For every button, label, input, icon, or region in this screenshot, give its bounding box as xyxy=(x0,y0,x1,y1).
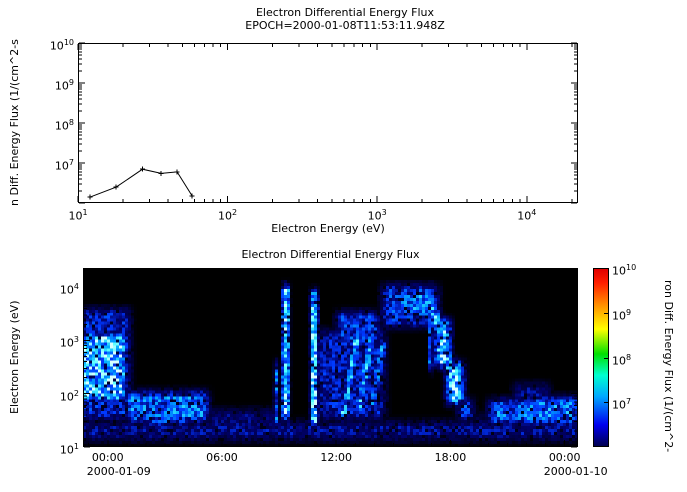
bottom-chart-title: Electron Differential Energy Flux xyxy=(241,248,420,261)
bottom-chart-y-axis-label: Electron Energy (eV) xyxy=(8,300,21,415)
colorbar-tick-label: 107 xyxy=(612,397,632,412)
colorbar-tick xyxy=(604,402,608,404)
top-chart-x-axis-label: Electron Energy (eV) xyxy=(271,222,385,235)
top-chart-title: Electron Differential Energy Flux xyxy=(255,6,435,19)
top-y-tick-label: 109 xyxy=(54,78,74,93)
top-chart-subtitle: EPOCH=2000-01-08T11:53:11.948Z xyxy=(245,19,445,32)
time-tick-label: 06:00 xyxy=(206,451,238,464)
top-x-tick-label: 101 xyxy=(68,208,88,223)
top-line-chart xyxy=(77,42,578,204)
top-y-tick-label: 1010 xyxy=(49,38,74,53)
colorbar-tick-label: 108 xyxy=(612,352,632,368)
colorbar xyxy=(593,268,609,447)
colorbar-tick xyxy=(604,312,608,314)
colorbar-tick xyxy=(604,357,608,359)
time-tick-label: 18:00 xyxy=(434,451,467,464)
top-x-tick-label: 102 xyxy=(218,208,238,223)
top-y-tick-label: 107 xyxy=(54,158,74,173)
bottom-y-tick-label: 104 xyxy=(59,282,79,297)
spectrogram-axes xyxy=(83,268,578,448)
top-x-tick-label: 104 xyxy=(517,208,537,223)
colorbar-label: ron Diff. Energy Flux (1/(cm^2- xyxy=(662,279,675,453)
colorbar-tick xyxy=(604,268,608,269)
time-tick-label: 00:00 xyxy=(91,451,124,464)
bottom-y-tick-label: 103 xyxy=(59,335,79,351)
top-y-tick-label: 108 xyxy=(54,118,74,133)
date-label: 2000-01-09 xyxy=(86,465,151,478)
date-label: 2000-01-10 xyxy=(543,465,608,478)
time-tick-label: 00:00 xyxy=(548,451,581,464)
top-x-tick-label: 103 xyxy=(367,208,387,223)
bottom-y-tick-label: 102 xyxy=(59,388,79,404)
bottom-y-tick-label: 101 xyxy=(59,442,79,457)
colorbar-tick-label: 109 xyxy=(612,307,632,323)
colorbar-tick-label: 1010 xyxy=(612,263,637,278)
spectrogram-canvas xyxy=(83,268,578,447)
top-chart-y-axis-label: n Diff. Energy Flux (1/(cm^2-s xyxy=(8,39,21,207)
time-tick-label: 12:00 xyxy=(320,451,353,464)
